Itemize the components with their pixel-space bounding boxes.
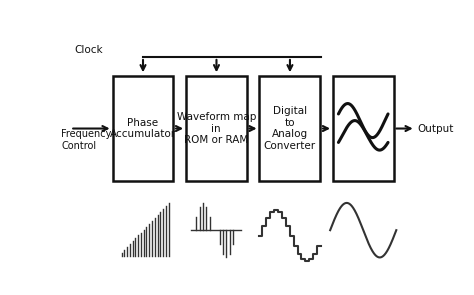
Text: Frequency
Control: Frequency Control: [61, 129, 111, 151]
Text: Output: Output: [418, 124, 454, 134]
Text: Clock: Clock: [74, 45, 102, 55]
Text: Waveform map
in
ROM or RAM: Waveform map in ROM or RAM: [177, 112, 256, 145]
FancyBboxPatch shape: [259, 76, 320, 181]
Text: Digital
to
Analog
Converter: Digital to Analog Converter: [264, 106, 316, 151]
FancyBboxPatch shape: [333, 76, 393, 181]
Text: Phase
Accumulator: Phase Accumulator: [110, 118, 176, 139]
FancyBboxPatch shape: [186, 76, 246, 181]
FancyBboxPatch shape: [112, 76, 173, 181]
